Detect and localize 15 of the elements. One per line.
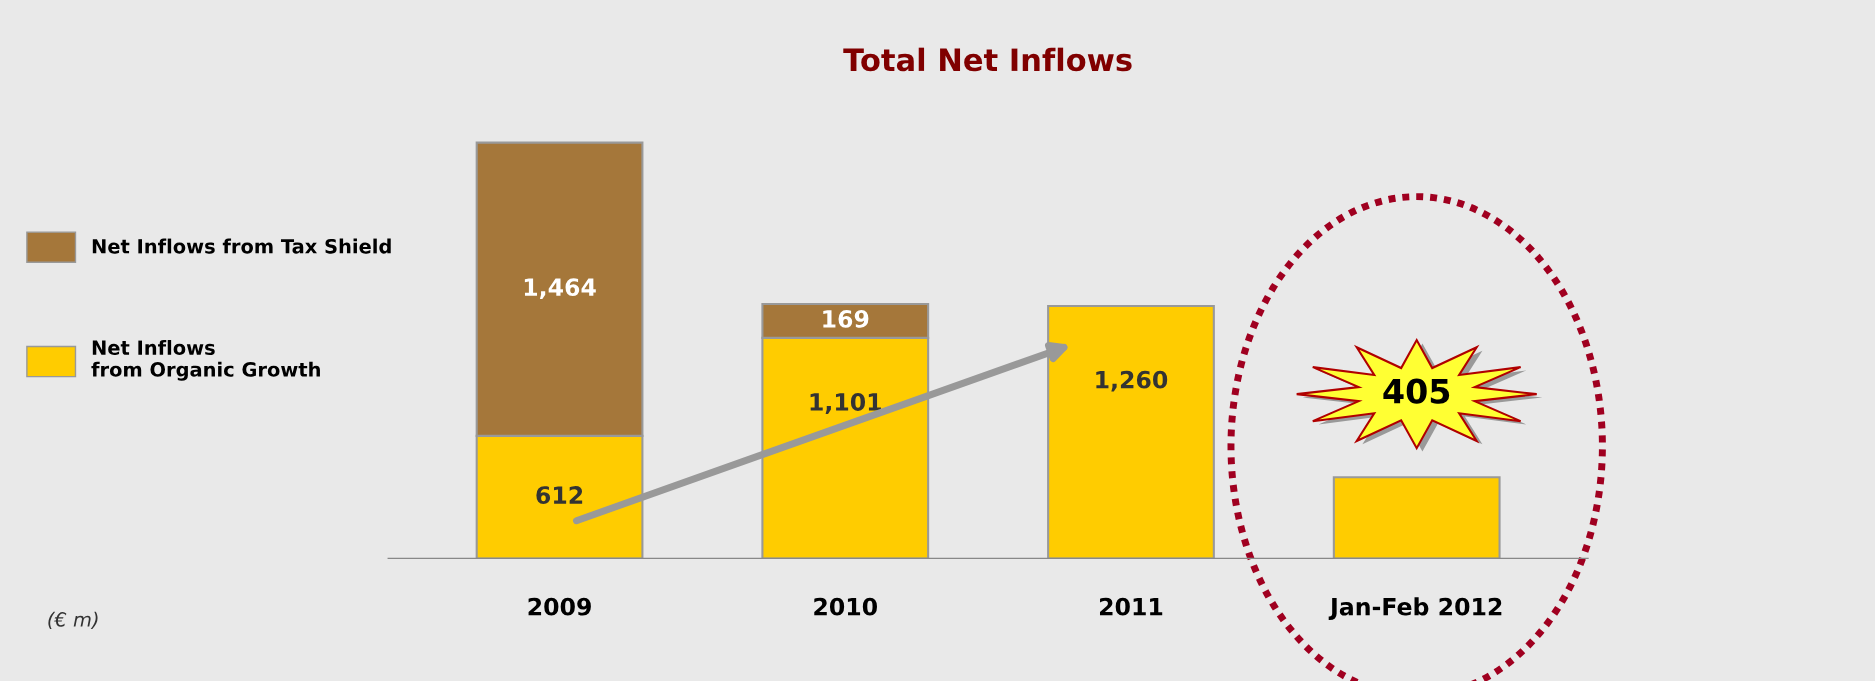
- legend-label: Net Inflows from Tax Shield: [92, 238, 391, 254]
- chart-title: Total Net Inflows: [843, 47, 1132, 72]
- data-label: 169: [823, 309, 869, 328]
- data-label: 1,101: [810, 393, 881, 414]
- legend-label: Net Inflows from Organic Growth: [91, 339, 320, 381]
- x-tick-label: 2009: [528, 597, 591, 616]
- bar: [1332, 476, 1501, 559]
- text: (€ m): [48, 611, 98, 630]
- data-label: 1,464: [524, 278, 596, 300]
- x-tick-label: 2010: [814, 597, 877, 616]
- data-label: 612: [536, 486, 583, 504]
- data-label: 1,260: [1096, 370, 1168, 392]
- x-tick-label: Jan-Feb 2012: [1328, 597, 1502, 620]
- x-tick-label: 2011: [1099, 597, 1163, 616]
- data-label: 405: [1383, 378, 1450, 404]
